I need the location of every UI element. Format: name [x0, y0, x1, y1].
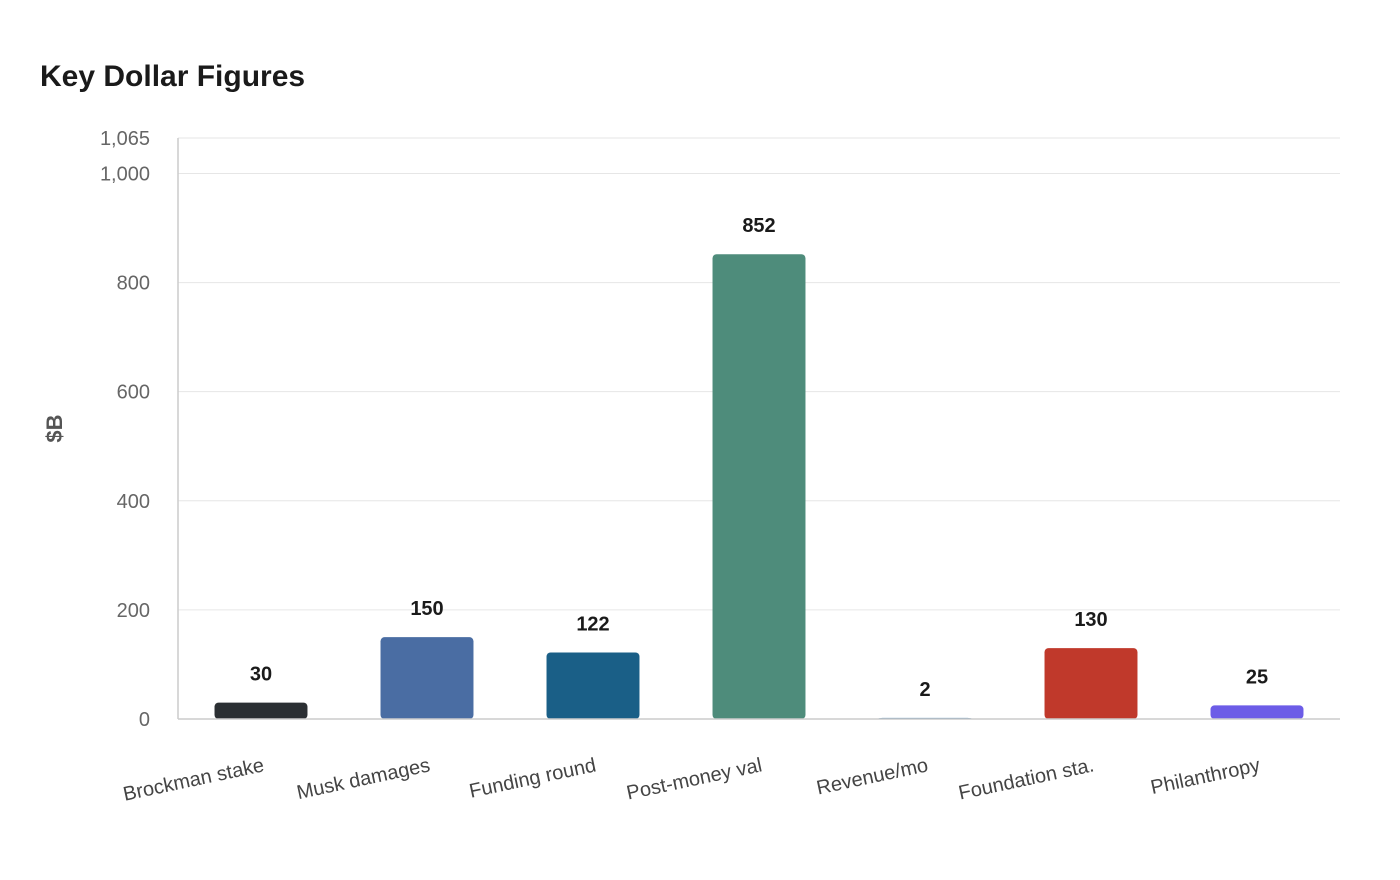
bar [1044, 648, 1138, 719]
x-tick-label: Funding round [467, 754, 598, 802]
x-tick-label: Brockman stake [121, 754, 266, 805]
bar-value-label: 130 [1074, 609, 1107, 631]
bar-value-label: 150 [410, 598, 443, 620]
x-tick-label: Foundation sta. [957, 754, 1096, 804]
x-tick-label: Philanthropy [1149, 754, 1262, 799]
bar-value-label: 2 [919, 679, 930, 701]
y-tick-label: 400 [117, 491, 150, 513]
x-tick-label: Musk damages [295, 754, 432, 804]
bar-value-label: 852 [742, 215, 775, 237]
y-tick-label: 800 [117, 273, 150, 295]
bar [214, 702, 308, 719]
bar-value-label: 30 [250, 664, 272, 686]
y-tick-label: 600 [117, 382, 150, 404]
bars [214, 254, 1304, 719]
bar-value-label: 25 [1246, 666, 1268, 688]
y-tick-label: 1,000 [100, 163, 150, 185]
y-tick-label: 200 [117, 600, 150, 622]
bar [712, 254, 806, 719]
bar [380, 637, 474, 719]
chart-title: Key Dollar Figures [40, 60, 306, 93]
bar [1210, 705, 1304, 719]
x-tick-label: Post-money val [625, 754, 764, 804]
y-axis-title: $B [42, 414, 67, 442]
bar-value-label: 122 [576, 613, 609, 635]
x-tick-label: Revenue/mo [815, 754, 931, 799]
y-tick-label: 1,065 [100, 128, 150, 150]
bar [546, 652, 640, 719]
y-tick-label: 0 [139, 709, 150, 731]
